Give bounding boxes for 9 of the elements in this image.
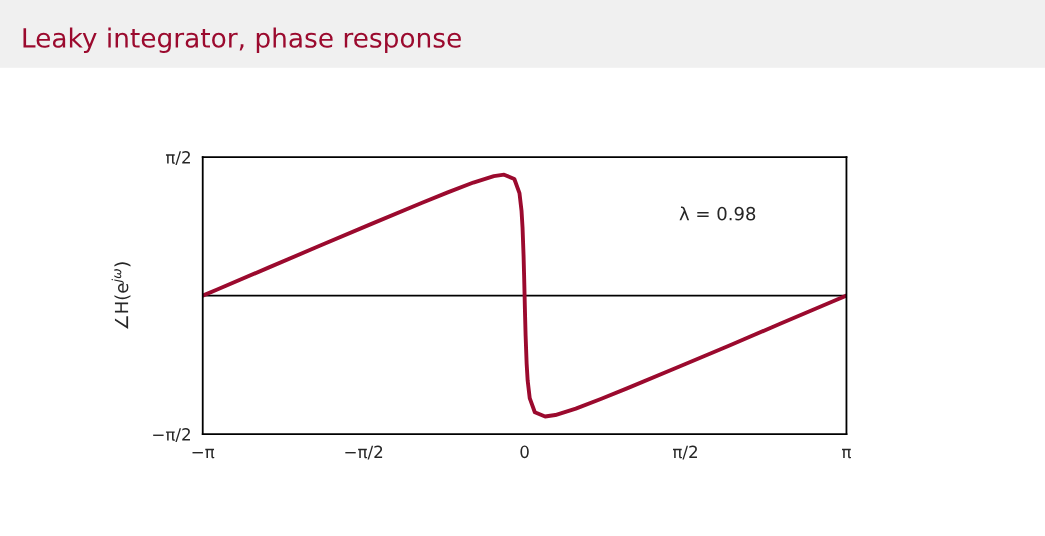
x-tick-label: 0 (520, 445, 529, 459)
x-tick-label: π/2 (673, 445, 697, 460)
line-series (202, 172, 847, 419)
y-axis-title: ∠H(e$^{jω}$) (111, 262, 131, 329)
x-tick-label: −π (192, 448, 215, 459)
annotation: λ = 0.98 (679, 206, 756, 221)
x-tick-label: −π/2 (345, 445, 383, 460)
chart-title: Leaky integrator, phase response (23, 27, 461, 53)
x-tick-label: π (842, 448, 851, 459)
